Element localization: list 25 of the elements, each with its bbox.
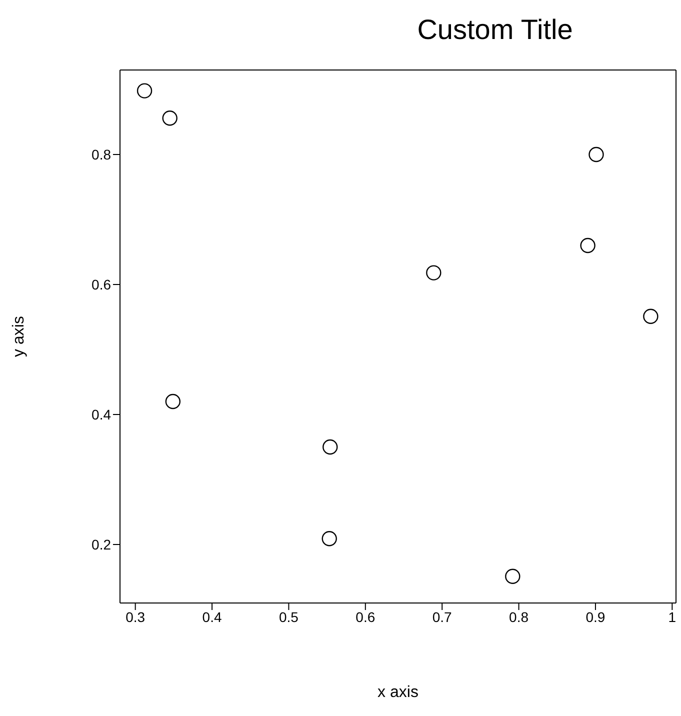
y-tick-label: 0.6: [92, 276, 112, 292]
x-tick-label: 0.5: [278, 608, 299, 625]
point: [136, 83, 152, 98]
chart-title: Custom Title: [416, 14, 574, 46]
x-tick-label: 0.4: [202, 608, 222, 625]
point: [165, 394, 181, 410]
x-tick-label: 0.6: [356, 608, 376, 625]
point: [426, 265, 442, 280]
y-tick-label: 0.8: [92, 146, 112, 162]
y-tick-label: 0.4: [92, 406, 112, 422]
x-tick-label: 0.8: [509, 608, 529, 625]
y-tick-label: 0.2: [92, 536, 112, 552]
point: [505, 568, 520, 584]
x-tick-label: 1: [668, 608, 676, 625]
x-tick-label: 0.7: [432, 608, 452, 625]
x-tick-label: 0.3: [126, 608, 146, 625]
point: [322, 531, 337, 546]
y-axis-title: y axis: [10, 316, 28, 357]
x-axis-title: x axis: [378, 684, 418, 701]
x-tick-label: 0.9: [586, 608, 606, 625]
point: [580, 238, 596, 254]
point: [588, 146, 604, 162]
point: [322, 439, 338, 455]
point: [643, 308, 658, 324]
point: [162, 110, 178, 126]
